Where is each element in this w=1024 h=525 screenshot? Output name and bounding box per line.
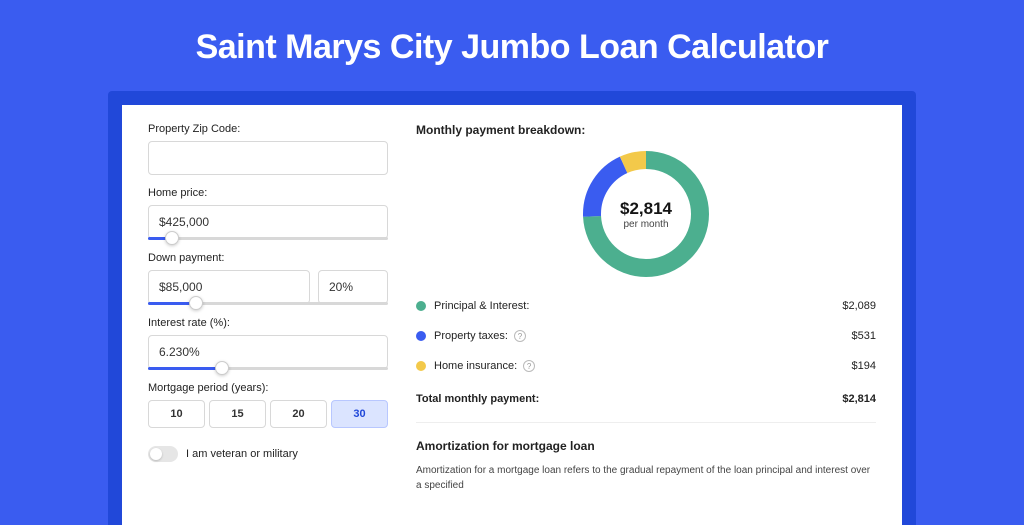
amortization-title: Amortization for mortgage loan [416,439,876,453]
calculator-card: Property Zip Code: Home price: Down paym… [122,105,902,525]
price-label: Home price: [148,187,388,199]
card-wrap: Property Zip Code: Home price: Down paym… [108,91,916,525]
period-btn-15[interactable]: 15 [209,400,266,428]
donut-wrap: $2,814 per month [416,151,876,277]
period-btn-30[interactable]: 30 [331,400,388,428]
total-value: $2,814 [842,393,876,405]
rate-slider[interactable] [148,367,388,370]
legend-value: $194 [852,360,876,372]
period-field: Mortgage period (years): 10152030 [148,382,388,428]
veteran-toggle[interactable] [148,446,178,462]
breakdown-title: Monthly payment breakdown: [416,123,876,137]
down-pct-input[interactable] [318,270,388,304]
donut-sub: per month [623,219,668,230]
page-title: Saint Marys City Jumbo Loan Calculator [0,0,1024,91]
veteran-label: I am veteran or military [186,448,298,460]
price-input[interactable] [148,205,388,239]
form-panel: Property Zip Code: Home price: Down paym… [148,123,388,525]
legend-label: Home insurance: [434,360,517,372]
legend-row-1: Property taxes:? $531 [416,321,876,351]
legend-dot-icon [416,361,426,371]
legend-label: Property taxes: [434,330,508,342]
rate-slider-fill [148,367,222,370]
help-icon[interactable]: ? [523,360,535,372]
period-buttons: 10152030 [148,400,388,428]
period-btn-10[interactable]: 10 [148,400,205,428]
zip-input[interactable] [148,141,388,175]
down-label: Down payment: [148,252,388,264]
price-slider-thumb[interactable] [165,231,179,245]
period-btn-20[interactable]: 20 [270,400,327,428]
help-icon[interactable]: ? [514,330,526,342]
price-field: Home price: [148,187,388,240]
down-slider[interactable] [148,302,388,305]
zip-label: Property Zip Code: [148,123,388,135]
rate-input[interactable] [148,335,388,369]
period-label: Mortgage period (years): [148,382,388,394]
zip-field: Property Zip Code: [148,123,388,175]
donut-value: $2,814 [620,199,672,219]
legend-dot-icon [416,301,426,311]
legend-label: Principal & Interest: [434,300,529,312]
rate-label: Interest rate (%): [148,317,388,329]
down-slider-thumb[interactable] [189,296,203,310]
rate-slider-thumb[interactable] [215,361,229,375]
down-amount-input[interactable] [148,270,310,304]
amortization-section: Amortization for mortgage loan Amortizat… [416,422,876,493]
breakdown-panel: Monthly payment breakdown: $2,814 per mo… [416,123,876,525]
rate-field: Interest rate (%): [148,317,388,370]
legend: Principal & Interest: $2,089 Property taxe… [416,291,876,381]
legend-total-row: Total monthly payment: $2,814 [416,381,876,414]
donut-chart: $2,814 per month [583,151,709,277]
legend-row-0: Principal & Interest: $2,089 [416,291,876,321]
legend-value: $2,089 [842,300,876,312]
legend-dot-icon [416,331,426,341]
donut-center: $2,814 per month [583,151,709,277]
veteran-row: I am veteran or military [148,446,388,462]
legend-value: $531 [852,330,876,342]
amortization-text: Amortization for a mortgage loan refers … [416,463,876,493]
toggle-knob [150,448,162,460]
down-field: Down payment: [148,252,388,305]
total-label: Total monthly payment: [416,393,539,405]
legend-row-2: Home insurance:? $194 [416,351,876,381]
price-slider[interactable] [148,237,388,240]
